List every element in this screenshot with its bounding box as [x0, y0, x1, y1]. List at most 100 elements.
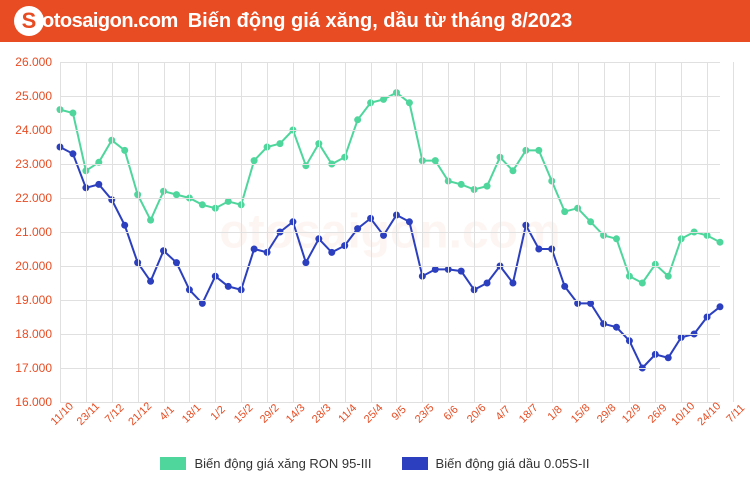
y-axis-label: 22.000 [15, 191, 52, 205]
logo-text: otosaigon.com [42, 10, 178, 33]
series-marker-dau005s [95, 181, 102, 188]
gridline-v [164, 62, 165, 402]
gridline-h [60, 96, 720, 97]
x-axis-label: 1/2 [209, 404, 228, 423]
gridline-v [241, 62, 242, 402]
series-marker-ron95 [406, 99, 413, 106]
logo: S otosaigon.com [14, 6, 178, 36]
series-marker-ron95 [354, 116, 361, 123]
gridline-h [60, 334, 720, 335]
gridline-v [138, 62, 139, 402]
x-axis-label: 9/5 [390, 404, 409, 423]
x-axis-label: 26/9 [646, 402, 670, 426]
x-axis-label: 11/10 [49, 400, 76, 427]
logo-roundel-icon: S [14, 6, 44, 36]
x-axis-label: 24/10 [695, 400, 723, 428]
series-marker-dau005s [147, 278, 154, 285]
gridline-h [60, 300, 720, 301]
x-axis-label: 20/6 [465, 402, 489, 426]
gridline-h [60, 164, 720, 165]
gridline-h [60, 232, 720, 233]
series-marker-dau005s [69, 150, 76, 157]
gridline-v [422, 62, 423, 402]
series-marker-ron95 [458, 181, 465, 188]
series-marker-ron95 [561, 208, 568, 215]
x-axis-label: 7/12 [103, 402, 127, 426]
gridline-v [319, 62, 320, 402]
legend-label-ron95: Biến động giá xăng RON 95-III [194, 456, 371, 471]
x-axis-label: 15/8 [569, 402, 593, 426]
x-axis-label: 12/9 [620, 402, 644, 426]
series-marker-dau005s [613, 324, 620, 331]
legend-label-dau: Biến động giá dầu 0.05S-II [436, 456, 590, 471]
series-marker-ron95 [717, 239, 724, 246]
gridline-v [189, 62, 190, 402]
gridline-v [578, 62, 579, 402]
gridline-v [215, 62, 216, 402]
x-axis-label: 29/8 [594, 402, 618, 426]
x-axis-label: 15/2 [232, 402, 256, 426]
gridline-h [60, 266, 720, 267]
gridline-h [60, 402, 720, 403]
series-marker-ron95 [484, 183, 491, 190]
y-axis-label: 20.000 [15, 259, 52, 273]
x-axis-label: 25/4 [361, 402, 385, 426]
y-axis-label: 26.000 [15, 55, 52, 69]
x-axis-label: 7/11 [724, 402, 747, 425]
series-marker-dau005s [251, 246, 258, 253]
y-axis-label: 24.000 [15, 123, 52, 137]
x-axis-label: 4/7 [494, 404, 513, 423]
gridline-v [526, 62, 527, 402]
gridline-h [60, 198, 720, 199]
y-axis-label: 18.000 [15, 327, 52, 341]
gridline-v [552, 62, 553, 402]
gridline-v [371, 62, 372, 402]
x-axis-label: 18/1 [180, 402, 204, 426]
series-marker-dau005s [406, 218, 413, 225]
x-axis-label: 10/10 [669, 400, 697, 428]
y-axis-label: 21.000 [15, 225, 52, 239]
x-axis-label: 28/3 [310, 402, 334, 426]
series-marker-dau005s [484, 280, 491, 287]
chart-title: Biến động giá xăng, dầu từ tháng 8/2023 [188, 10, 573, 33]
gridline-v [629, 62, 630, 402]
series-marker-dau005s [509, 280, 516, 287]
legend-item-dau: Biến động giá dầu 0.05S-II [402, 456, 590, 471]
series-marker-dau005s [561, 283, 568, 290]
series-marker-dau005s [717, 303, 724, 310]
gridline-v [60, 62, 61, 402]
x-axis-label: 6/6 [442, 404, 461, 423]
series-marker-dau005s [535, 246, 542, 253]
x-axis-label: 14/3 [284, 402, 308, 426]
x-axis-label: 18/7 [517, 402, 541, 426]
y-axis-label: 16.000 [15, 395, 52, 409]
gridline-h [60, 62, 720, 63]
series-marker-ron95 [665, 273, 672, 280]
gridline-h [60, 130, 720, 131]
gridline-v [345, 62, 346, 402]
series-marker-dau005s [121, 222, 128, 229]
series-marker-ron95 [613, 235, 620, 242]
gridline-v [267, 62, 268, 402]
series-marker-dau005s [328, 249, 335, 256]
x-axis-label: 23/5 [413, 402, 437, 426]
y-axis-label: 19.000 [15, 293, 52, 307]
gridline-v [655, 62, 656, 402]
gridline-v [293, 62, 294, 402]
series-marker-ron95 [147, 217, 154, 224]
series-marker-ron95 [277, 140, 284, 147]
gridline-v [112, 62, 113, 402]
series-marker-ron95 [69, 110, 76, 117]
series-marker-dau005s [458, 268, 465, 275]
gridline-v [733, 62, 734, 402]
series-marker-ron95 [587, 218, 594, 225]
gridline-v [707, 62, 708, 402]
series-line-ron95 [60, 93, 720, 283]
gridline-v [448, 62, 449, 402]
series-marker-ron95 [509, 167, 516, 174]
legend-item-ron95: Biến động giá xăng RON 95-III [160, 456, 371, 471]
y-axis-label: 23.000 [15, 157, 52, 171]
series-marker-ron95 [639, 280, 646, 287]
x-axis-label: 29/2 [258, 402, 282, 426]
y-axis-label: 17.000 [15, 361, 52, 375]
